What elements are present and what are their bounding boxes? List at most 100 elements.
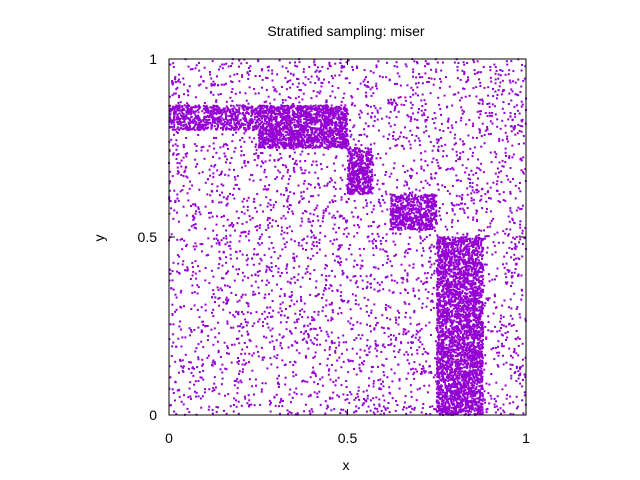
data-point [236,361,239,364]
data-point [459,251,461,253]
data-point [440,255,442,258]
data-point [357,182,360,185]
data-point [350,186,353,189]
data-point [372,186,375,189]
data-point [257,110,260,113]
data-point [446,355,449,358]
data-point [444,186,446,188]
data-point [169,118,172,121]
data-point [469,332,471,335]
data-point [370,175,372,178]
data-point [180,400,183,403]
data-point [325,143,328,146]
data-point [357,407,360,410]
data-point [509,192,512,195]
data-point [212,83,215,86]
data-point [339,412,342,415]
data-point [269,140,272,143]
data-point [229,114,232,117]
data-point [452,268,455,271]
data-point [375,64,378,67]
data-point [395,205,398,208]
data-point [208,145,211,148]
data-point [241,271,244,274]
data-point [474,350,477,353]
data-point [332,139,335,142]
data-point [340,100,343,103]
data-point [263,122,265,125]
data-point [263,254,266,257]
data-point [174,81,177,84]
data-point [211,296,214,299]
data-point [471,380,474,383]
data-point [478,131,481,134]
data-point [521,255,524,258]
data-point [420,280,423,283]
data-point [357,303,360,306]
data-point [323,349,326,352]
data-point [464,352,466,354]
data-point [362,172,365,175]
data-point [179,123,182,126]
data-point [225,229,228,232]
data-point [396,186,398,189]
data-point [448,292,451,295]
data-point [455,250,458,252]
data-point [268,268,271,271]
data-point [275,146,278,149]
data-point [518,241,520,244]
data-point [486,126,489,128]
data-point [451,348,454,351]
data-point [510,99,513,102]
data-point [410,198,413,201]
data-point [469,359,472,362]
data-point [224,243,227,246]
data-point [459,78,462,81]
data-point [447,357,449,360]
data-point [517,370,520,373]
data-point [185,245,188,248]
data-point [322,128,325,131]
data-point [265,100,268,103]
data-point [173,126,176,128]
data-point [422,213,425,216]
data-point [307,153,310,155]
data-point [459,249,462,252]
data-point [250,109,253,112]
data-point [245,362,248,365]
data-point [248,404,251,406]
data-point [345,380,348,382]
data-point [194,113,197,116]
data-point [514,245,517,248]
data-point [232,104,235,107]
data-point [241,370,244,373]
data-point [337,255,340,258]
data-point [380,281,383,284]
data-point [352,265,355,268]
data-point [468,327,471,330]
data-point [389,110,392,113]
data-point [312,142,315,145]
data-point [301,143,304,146]
data-point [335,238,338,241]
data-point [483,284,486,287]
data-point [209,73,211,76]
data-point [192,111,195,114]
data-point [218,250,221,253]
data-point [349,119,352,122]
data-point [263,310,266,313]
data-point [388,79,391,82]
data-point [443,338,446,341]
data-point [274,88,277,91]
data-point [444,403,447,406]
data-point [250,274,253,277]
data-point [425,204,428,207]
data-point [314,138,317,141]
data-point [247,161,250,164]
data-point [247,394,250,397]
data-point [215,113,218,116]
data-point [441,405,444,408]
data-point [454,236,457,239]
data-point [354,282,357,285]
data-point [432,197,435,200]
